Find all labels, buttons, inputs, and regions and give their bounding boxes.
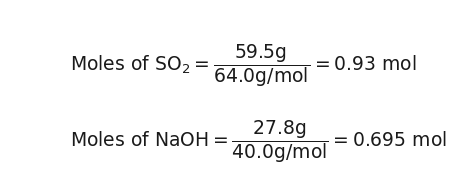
Text: $\mathrm{Moles\ of\ NaOH = \dfrac{27.8g}{40.0g/mol} = 0.695\ mol}$: $\mathrm{Moles\ of\ NaOH = \dfrac{27.8g}… — [70, 118, 447, 165]
Text: $\mathrm{Moles\ of\ SO_2 = \dfrac{59.5g}{64.0g/mol} = 0.93\ mol}$: $\mathrm{Moles\ of\ SO_2 = \dfrac{59.5g}… — [70, 42, 417, 89]
